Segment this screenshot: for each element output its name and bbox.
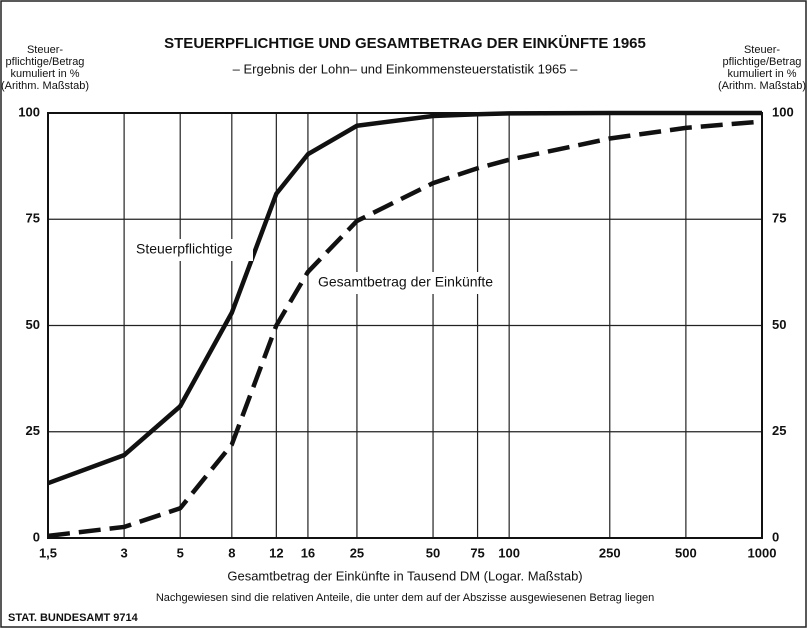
axis-label: kumuliert in % — [10, 68, 79, 80]
x-tick-label: 12 — [269, 545, 283, 560]
x-tick-label: 5 — [177, 545, 184, 560]
y-tick-label: 50 — [26, 317, 40, 332]
axis-label: Steuer- — [27, 44, 63, 56]
x-tick-label: 50 — [426, 545, 440, 560]
x-tick-label: 250 — [599, 545, 621, 560]
note: Nachgewiesen sind die relativen Anteile,… — [156, 592, 654, 604]
series-line — [47, 110, 762, 486]
series-label: Gesamtbetrag der Einkünfte — [318, 274, 493, 290]
chart-subtitle: – Ergebnis der Lohn– und Einkommensteuer… — [233, 61, 578, 76]
series-label: Steuerpflichtige — [136, 241, 233, 257]
y2-tick-label: 100 — [772, 104, 794, 119]
x-tick-label: 500 — [675, 545, 697, 560]
x-axis-label: Gesamtbetrag der Einkünfte in Tausend DM… — [227, 568, 582, 583]
x-tick-label: 3 — [120, 545, 127, 560]
y-tick-label: 75 — [26, 211, 40, 226]
y2-tick-label: 75 — [772, 211, 786, 226]
axis-label: kumuliert in % — [727, 68, 796, 80]
y2-tick-label: 0 — [772, 529, 779, 544]
x-tick-label: 16 — [301, 545, 315, 560]
y2-tick-label: 50 — [772, 317, 786, 332]
x-tick-label: 8 — [228, 545, 235, 560]
label-bg — [133, 239, 253, 261]
axis-label: (Arithm. Maßstab) — [718, 80, 806, 92]
x-tick-label: 75 — [470, 545, 484, 560]
axis-label: pflichtige/Betrag — [723, 56, 802, 68]
axis-label: Steuer- — [744, 44, 780, 56]
y-tick-label: 100 — [18, 104, 40, 119]
x-tick-label: 1000 — [748, 545, 777, 560]
source: STAT. BUNDESAMT 9714 — [8, 612, 139, 624]
x-tick-label: 1,5 — [39, 545, 57, 560]
chart-title: STEUERPFLICHTIGE UND GESAMTBETRAG DER EI… — [164, 35, 646, 52]
axis-label: (Arithm. Maßstab) — [1, 80, 89, 92]
x-tick-label: 100 — [498, 545, 520, 560]
y-tick-label: 0 — [33, 529, 40, 544]
y2-tick-label: 25 — [772, 423, 786, 438]
label-bg — [315, 272, 501, 294]
x-tick-label: 25 — [350, 545, 364, 560]
axis-label: pflichtige/Betrag — [6, 56, 85, 68]
series-line — [47, 119, 763, 539]
y-tick-label: 25 — [26, 423, 40, 438]
plot-border — [47, 112, 763, 539]
